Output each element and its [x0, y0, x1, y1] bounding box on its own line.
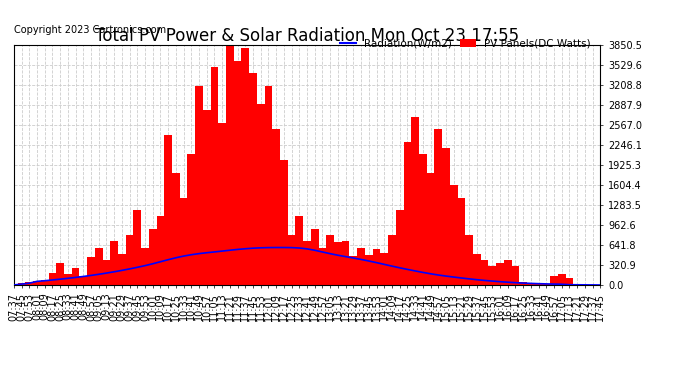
- Text: Copyright 2023 Cartronics.com: Copyright 2023 Cartronics.com: [14, 26, 166, 35]
- Title: Total PV Power & Solar Radiation Mon Oct 23 17:55: Total PV Power & Solar Radiation Mon Oct…: [95, 27, 519, 45]
- Legend: Radiation(W/m2), PV Panels(DC Watts): Radiation(W/m2), PV Panels(DC Watts): [336, 34, 595, 53]
